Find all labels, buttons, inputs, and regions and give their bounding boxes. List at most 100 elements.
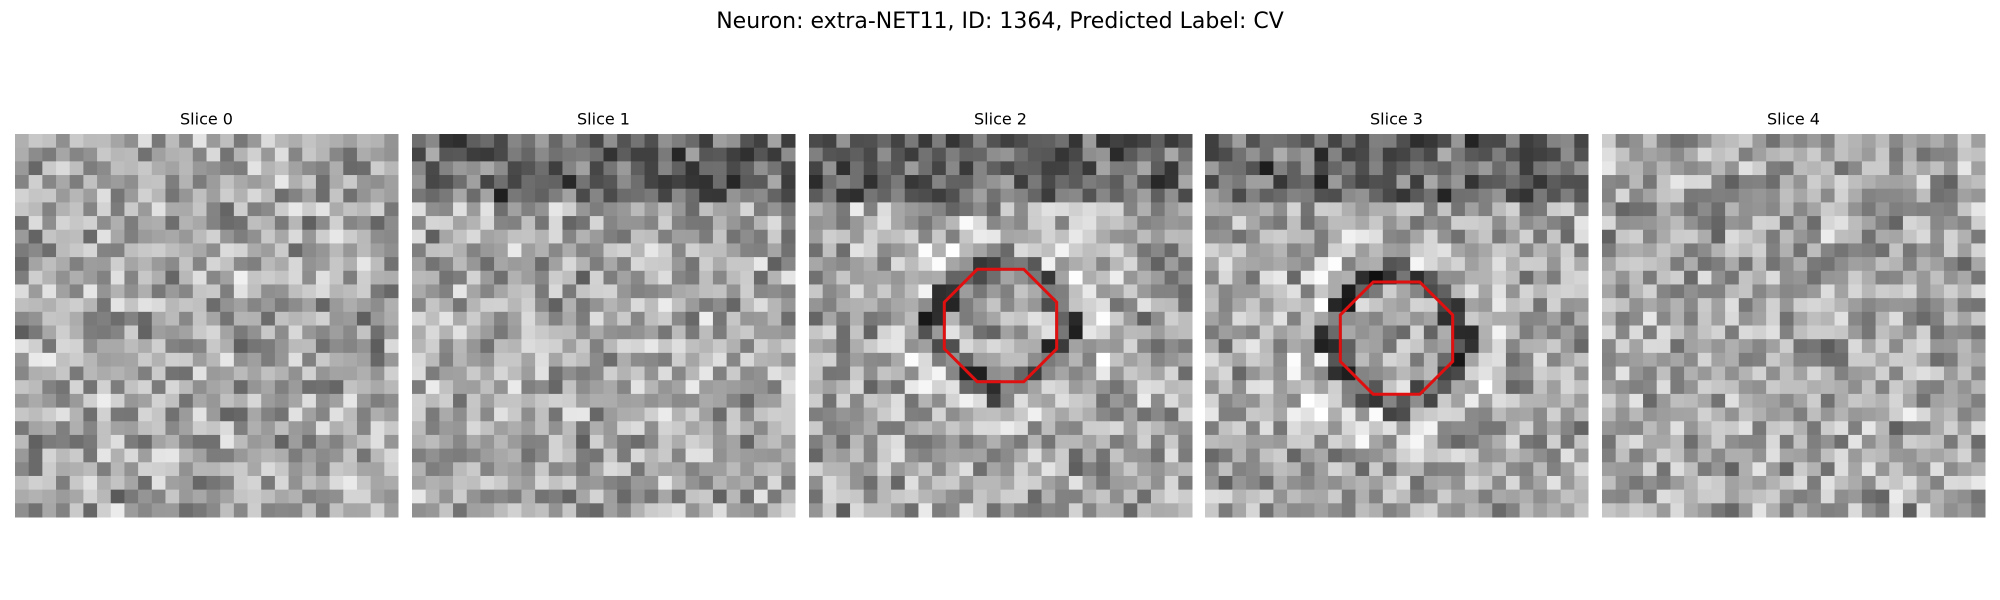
pixel	[1273, 366, 1288, 381]
pixel	[781, 325, 796, 340]
pixel	[138, 311, 153, 326]
pixel	[1643, 229, 1658, 244]
pixel	[1670, 175, 1685, 190]
pixel	[220, 243, 235, 258]
pixel	[110, 475, 125, 491]
pixel	[329, 175, 344, 190]
pixel	[726, 407, 741, 422]
pixel	[151, 421, 166, 436]
pixel	[274, 393, 290, 409]
pixel	[343, 325, 358, 340]
pixel	[1684, 434, 1699, 450]
pixel	[329, 243, 344, 258]
pixel	[1766, 407, 1781, 422]
pixel	[1725, 161, 1740, 176]
pixel	[1355, 503, 1370, 518]
pixel	[261, 325, 276, 340]
pixel	[932, 448, 947, 463]
pixel	[836, 147, 851, 162]
pixel	[1109, 202, 1125, 217]
pixel	[904, 434, 919, 450]
pixel	[83, 339, 98, 354]
pixel	[1246, 366, 1261, 381]
pixel	[97, 462, 112, 477]
pixel	[1123, 448, 1138, 463]
pixel	[1546, 393, 1562, 409]
pixel	[1027, 311, 1043, 326]
pixel	[1779, 325, 1794, 340]
pixel	[494, 407, 509, 422]
pixel	[1943, 175, 1959, 190]
pixel	[1848, 134, 1863, 149]
pixel	[1341, 407, 1356, 422]
pixel	[1451, 311, 1466, 326]
pixel	[110, 503, 125, 518]
pixel	[1178, 380, 1193, 395]
pixel	[179, 311, 194, 326]
pixel	[753, 503, 769, 518]
pixel	[712, 216, 728, 231]
pixel	[192, 434, 207, 450]
pixel	[1041, 325, 1056, 340]
pixel	[1546, 475, 1562, 491]
pixel	[1834, 503, 1849, 518]
pixel	[494, 147, 509, 162]
pixel	[1916, 270, 1931, 285]
pixel	[644, 216, 659, 231]
pixel	[671, 216, 687, 231]
pixel	[891, 311, 906, 326]
pixel	[110, 243, 125, 258]
pixel	[1602, 147, 1617, 162]
pixel	[1560, 489, 1575, 504]
pixel	[466, 339, 481, 354]
pixel	[1287, 270, 1302, 285]
pixel	[1027, 134, 1043, 149]
pixel	[767, 393, 782, 409]
pixel	[945, 216, 960, 231]
pixel	[165, 243, 180, 258]
pixel	[1820, 298, 1836, 313]
pixel	[206, 257, 221, 272]
pixel	[1232, 134, 1247, 149]
pixel	[329, 325, 344, 340]
pixel	[1684, 175, 1699, 190]
pixel	[1916, 462, 1931, 477]
pixel	[521, 311, 536, 326]
pixel	[891, 393, 906, 409]
pixel	[83, 188, 98, 203]
pixel	[1328, 407, 1343, 422]
pixel	[138, 380, 153, 395]
pixel	[1889, 298, 1904, 313]
pixel	[658, 216, 673, 231]
pixel	[233, 421, 249, 436]
pixel	[1328, 503, 1343, 518]
pixel	[603, 134, 618, 149]
pixel	[603, 229, 618, 244]
pixel	[904, 489, 919, 504]
pixel	[685, 325, 700, 340]
pixel	[1752, 216, 1767, 231]
pixel	[42, 216, 57, 231]
pixel	[589, 202, 604, 217]
pixel	[1328, 175, 1343, 190]
pixel	[1000, 270, 1015, 285]
pixel	[206, 352, 221, 368]
pixel	[630, 257, 646, 272]
pixel	[1218, 257, 1233, 272]
pixel	[69, 339, 84, 354]
pixel	[904, 380, 919, 395]
pixel	[1478, 380, 1493, 395]
pixel	[151, 229, 166, 244]
pixel	[439, 503, 454, 518]
pixel	[1109, 257, 1125, 272]
pixel	[1656, 421, 1671, 436]
pixel	[1369, 366, 1384, 381]
pixel	[877, 393, 892, 409]
pixel	[124, 202, 139, 217]
pixel	[1478, 134, 1493, 149]
pixel	[1259, 298, 1274, 313]
image-panel	[412, 134, 796, 518]
pixel	[1096, 243, 1111, 258]
pixel	[1423, 134, 1439, 149]
pixel	[315, 380, 331, 395]
